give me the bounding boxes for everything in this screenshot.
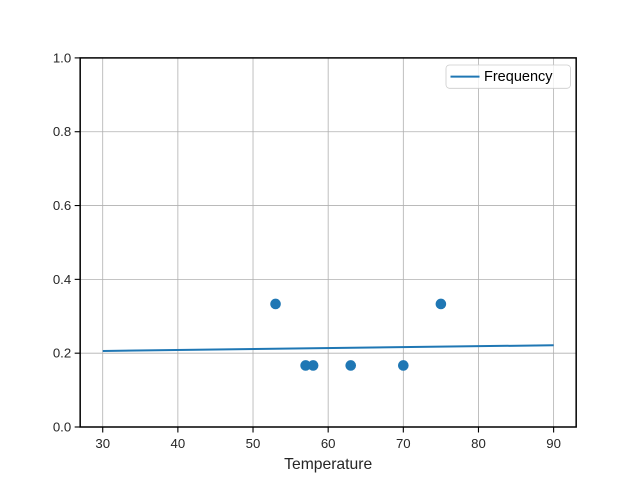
svg-text:0.0: 0.0	[53, 419, 71, 434]
svg-text:0.2: 0.2	[53, 346, 71, 361]
svg-text:Temperature: Temperature	[284, 456, 372, 473]
svg-text:Frequency: Frequency	[484, 69, 553, 85]
svg-text:50: 50	[246, 436, 261, 451]
svg-text:1.0: 1.0	[53, 50, 71, 65]
svg-text:70: 70	[396, 436, 411, 451]
svg-text:30: 30	[95, 436, 110, 451]
svg-text:0.8: 0.8	[53, 124, 71, 139]
svg-text:80: 80	[471, 436, 486, 451]
svg-text:90: 90	[546, 436, 561, 451]
svg-text:0.4: 0.4	[53, 272, 71, 287]
svg-text:60: 60	[321, 436, 336, 451]
svg-text:0.6: 0.6	[53, 198, 71, 213]
svg-text:40: 40	[171, 436, 186, 451]
